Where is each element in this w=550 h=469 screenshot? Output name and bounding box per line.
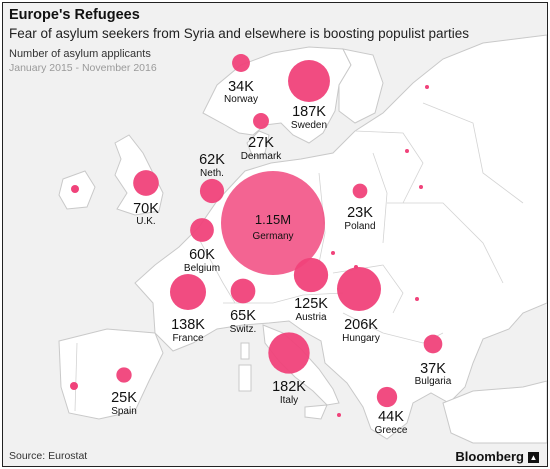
country-label-italy: Italy — [280, 395, 298, 406]
country-label-neth: Neth. — [200, 168, 224, 179]
bubble-austria — [293, 257, 329, 293]
value-label-u-k: 70K — [133, 201, 159, 217]
small-marker — [71, 185, 79, 193]
bubble-bulgaria — [423, 334, 443, 354]
small-marker — [70, 382, 78, 390]
country-label-denmark: Denmark — [241, 151, 283, 162]
bubble-belgium — [190, 218, 214, 242]
value-label-switz: 65K — [230, 308, 256, 324]
bubble-poland — [352, 183, 368, 199]
small-marker — [331, 251, 335, 255]
small-marker — [405, 149, 409, 153]
country-label-sweden: Sweden — [291, 120, 327, 131]
land-layer — [58, 34, 547, 444]
value-label-denmark: 27K — [248, 135, 274, 151]
country-label-hungary: Hungary — [342, 333, 380, 344]
value-label-neth: 62K — [199, 152, 225, 168]
value-label-germany: 1.15M — [255, 212, 291, 227]
value-label-bulgaria: 37K — [420, 361, 446, 377]
land-corsica — [240, 342, 250, 360]
date-range: January 2015 - November 2016 — [9, 62, 157, 74]
bubble-norway — [232, 54, 250, 72]
bloomberg-logo-icon: ▲ — [528, 452, 539, 463]
bubble-sweden — [288, 60, 330, 102]
country-label-poland: Poland — [344, 221, 375, 232]
small-marker — [337, 413, 341, 417]
country-label-austria: Austria — [295, 312, 327, 323]
land-finland — [338, 48, 384, 124]
country-label-bulgaria: Bulgaria — [415, 376, 452, 387]
border-ua — [387, 202, 504, 284]
country-label-norway: Norway — [224, 94, 258, 105]
land-sardinia — [238, 364, 252, 392]
bubble-italy — [268, 332, 310, 374]
brand-name: Bloomberg — [455, 449, 524, 464]
bubbles-layer — [70, 54, 443, 417]
value-label-poland: 23K — [347, 205, 373, 221]
border-pl-east — [372, 152, 388, 244]
value-label-belgium: 60K — [189, 247, 215, 263]
chart-subtitle: Fear of asylum seekers from Syria and el… — [9, 26, 469, 41]
country-label-germany: Germany — [252, 231, 293, 242]
border-spain-pt — [74, 342, 78, 412]
land-continent — [134, 34, 547, 440]
border-ru — [422, 102, 524, 204]
source-note: Source: Eurostat — [9, 450, 88, 462]
small-marker — [419, 185, 423, 189]
brand-logo: Bloomberg ▲ — [455, 449, 539, 464]
bubble-hungary — [336, 266, 382, 312]
bubble-france — [169, 273, 207, 311]
chart-title: Europe's Refugees — [9, 7, 140, 23]
bubble-switz — [230, 278, 256, 304]
land-sicily — [304, 404, 328, 420]
country-label-france: France — [172, 333, 204, 344]
land-denmark — [246, 130, 270, 158]
country-label-spain: Spain — [111, 406, 137, 417]
border-de-pl — [318, 172, 326, 264]
measure-label: Number of asylum applicants — [9, 48, 151, 60]
value-label-austria: 125K — [294, 296, 328, 312]
bubble-denmark — [253, 113, 269, 129]
border-alps — [223, 292, 344, 304]
bubble-germany — [221, 171, 325, 275]
bubble-u-k — [133, 170, 159, 196]
value-label-sweden: 187K — [292, 104, 326, 120]
value-label-france: 138K — [171, 317, 205, 333]
value-label-greece: 44K — [378, 409, 404, 425]
small-marker — [425, 85, 429, 89]
border-lines — [74, 102, 524, 412]
land-iberia — [58, 328, 164, 420]
bubble-spain — [116, 367, 132, 383]
land-turkey — [442, 380, 547, 444]
value-label-hungary: 206K — [344, 317, 378, 333]
value-label-spain: 25K — [111, 390, 137, 406]
border-de-fr — [198, 238, 236, 304]
value-label-italy: 182K — [272, 379, 306, 395]
value-label-norway: 34K — [228, 79, 254, 95]
bubble-greece — [376, 386, 398, 408]
country-label-u-k: U.K. — [136, 216, 155, 227]
bubble-neth — [199, 178, 225, 204]
small-marker — [415, 297, 419, 301]
border-baltic — [354, 130, 424, 204]
country-label-switz: Switz. — [230, 324, 257, 335]
country-label-greece: Greece — [375, 425, 408, 436]
country-label-belgium: Belgium — [184, 263, 220, 274]
